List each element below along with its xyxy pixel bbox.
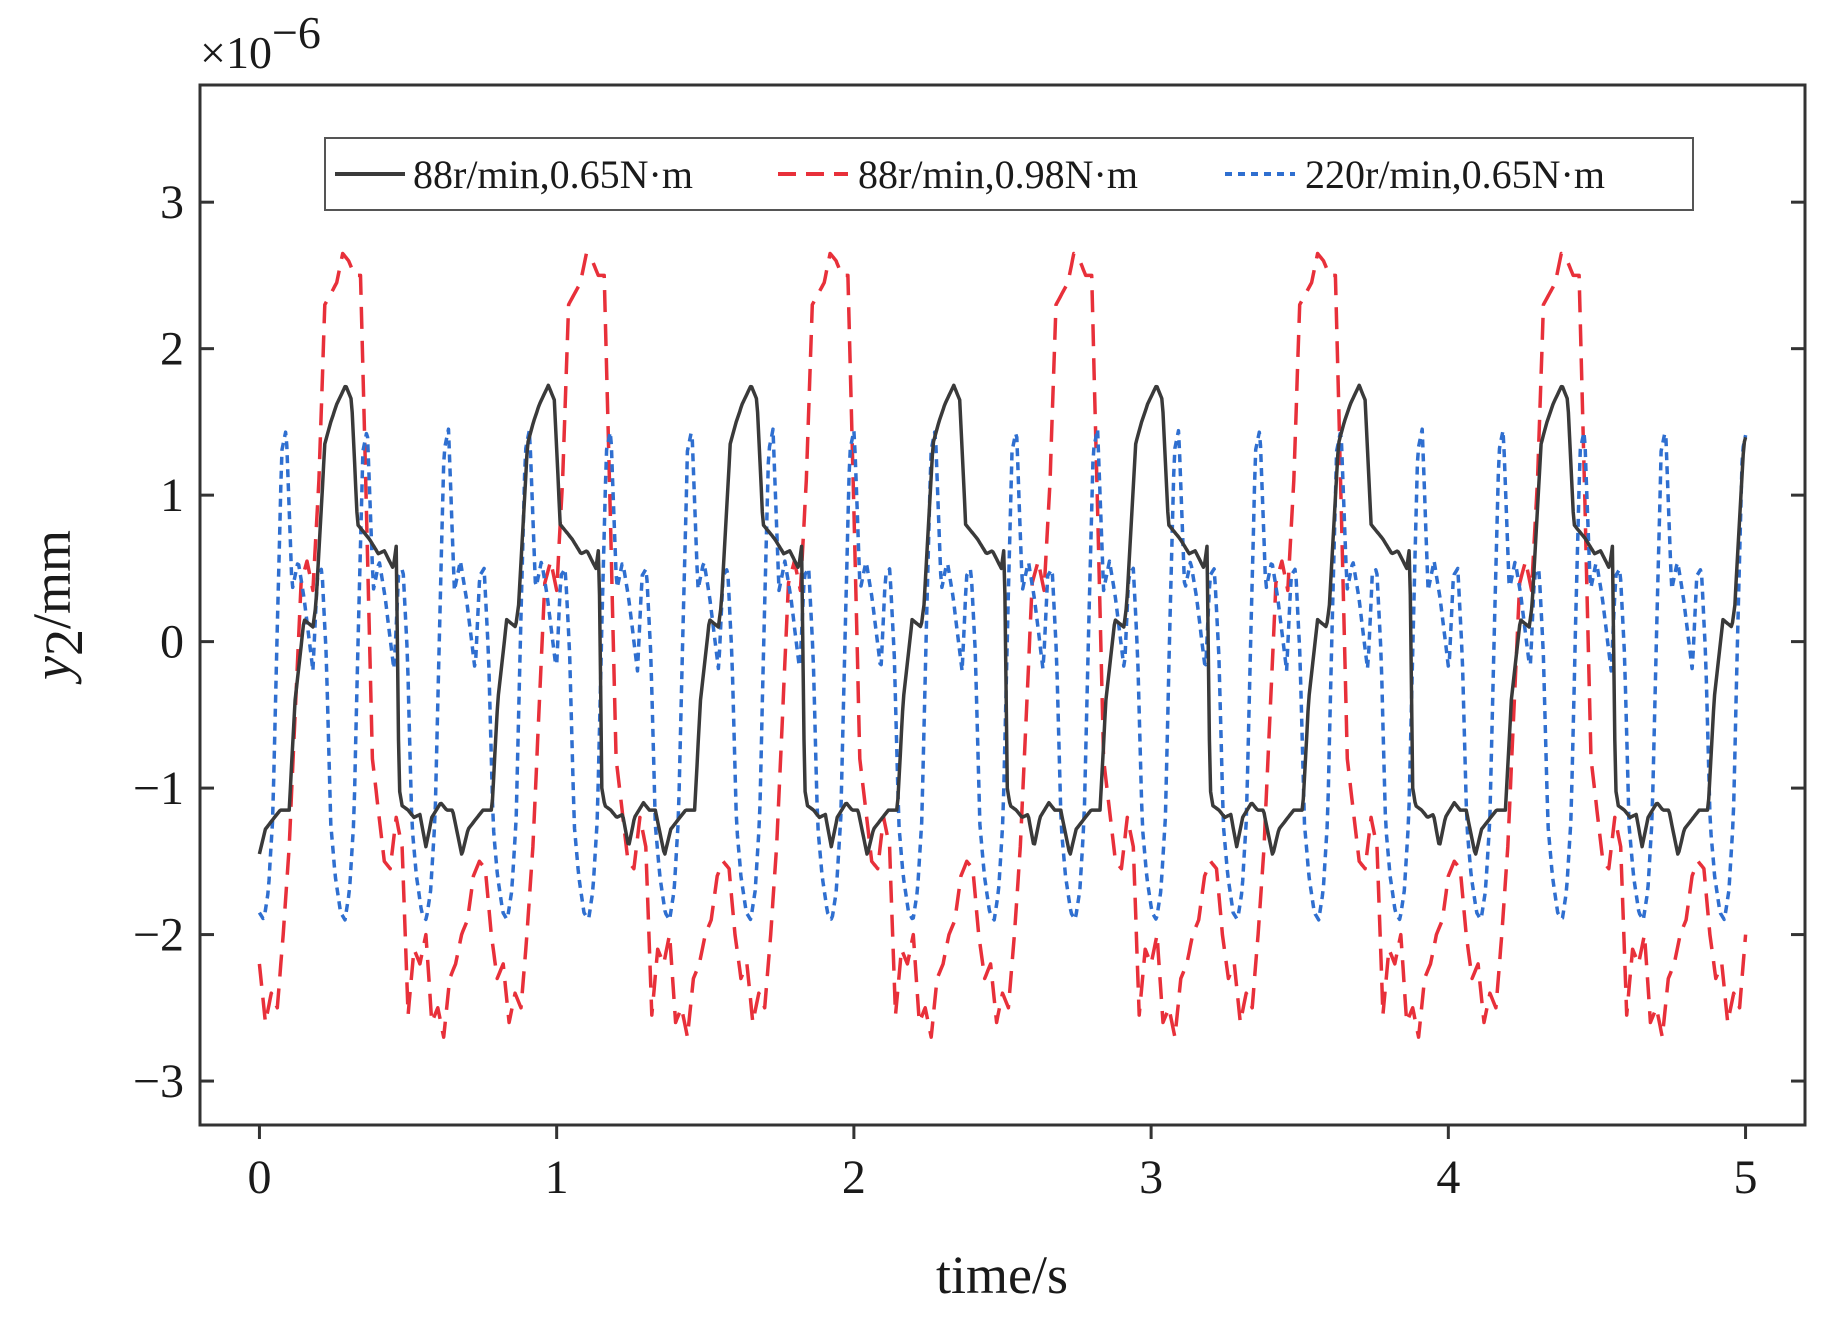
y-tick-label: −2 xyxy=(133,909,184,962)
x-tick-label: 3 xyxy=(1139,1151,1163,1204)
x-tick-label: 1 xyxy=(545,1151,569,1204)
y-multiplier-label: ×10−6 xyxy=(200,7,321,78)
y-axis-title: y2/mm xyxy=(22,530,94,685)
y-tick-label: 3 xyxy=(160,176,184,229)
series-line-3 xyxy=(257,427,1748,922)
x-tick-label: 4 xyxy=(1436,1151,1460,1204)
legend-label-series-2: 88r/min,0.98N·m xyxy=(858,152,1138,197)
x-tick-label: 5 xyxy=(1734,1151,1758,1204)
series-layer xyxy=(257,251,1748,1039)
x-tick-label: 2 xyxy=(842,1151,866,1204)
legend: 88r/min,0.65N·m 88r/min,0.98N·m 220r/min… xyxy=(324,137,1694,211)
series-line-1 xyxy=(257,383,1748,856)
y-tick-label: −3 xyxy=(133,1055,184,1108)
y-tick-label: 2 xyxy=(160,323,184,376)
x-tick-label: 0 xyxy=(247,1151,271,1204)
y-tick-label: 0 xyxy=(160,616,184,669)
x-axis-title: time/s xyxy=(936,1245,1068,1305)
y-tick-label: −1 xyxy=(133,762,184,815)
y-tick-label: 1 xyxy=(160,469,184,522)
legend-label-series-3: 220r/min,0.65N·m xyxy=(1305,152,1605,197)
legend-box xyxy=(324,137,1694,211)
plot-frame xyxy=(198,83,1807,1127)
legend-label-series-1: 88r/min,0.65N·m xyxy=(413,152,693,197)
series-line-2 xyxy=(257,251,1748,1039)
ticks-layer: 0 1 2 3 4 5 −3 −2 −1 0 1 2 3 xyxy=(133,176,1805,1204)
